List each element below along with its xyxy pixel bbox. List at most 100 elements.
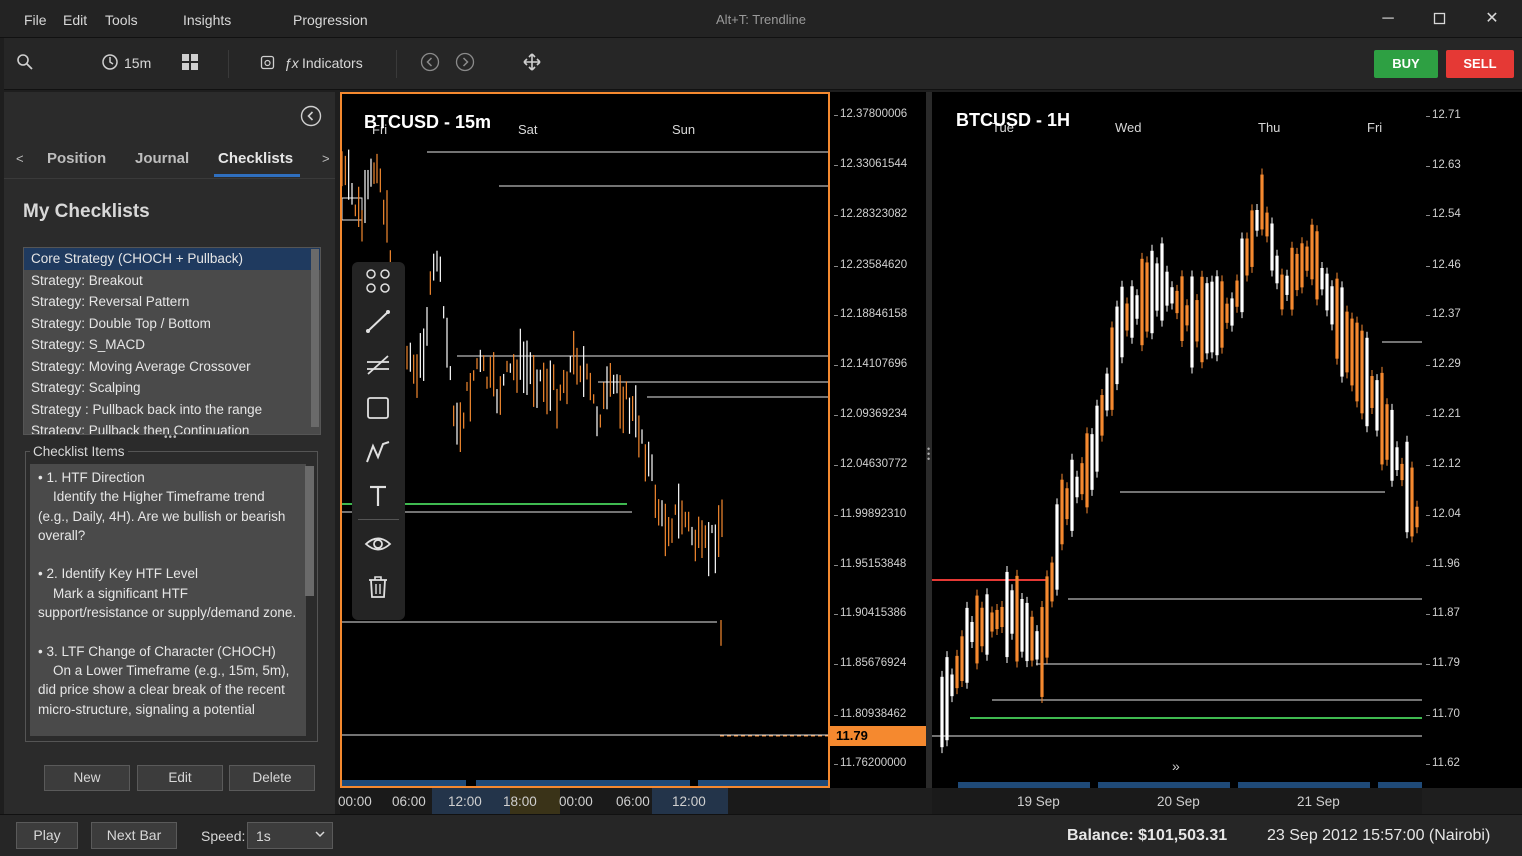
list-item[interactable]: Strategy: Double Top / Bottom (31, 315, 211, 331)
candle-body (1250, 210, 1254, 267)
text-tool-icon[interactable] (364, 482, 392, 510)
chart-btcusd-1h[interactable]: Tue Wed Thu Fri BTCUSD - 1H » (932, 92, 1422, 788)
list-item[interactable]: Strategy: Breakout (31, 272, 143, 288)
timeframe-selector[interactable]: 15m (124, 55, 152, 71)
parallel-lines-tool-icon[interactable] (364, 351, 392, 379)
play-button[interactable]: Play (16, 822, 78, 849)
candle-body (1355, 322, 1359, 402)
price-tick: 12.71 (1426, 109, 1461, 121)
time-tick: 00:00 (559, 794, 593, 809)
tab-journal[interactable]: Journal (135, 150, 190, 167)
speed-select[interactable]: 1s (247, 822, 333, 849)
list-item[interactable]: Strategy : Pullback back into the range (31, 401, 263, 417)
delete-checklist-button[interactable]: Delete (229, 765, 315, 791)
active-tab-indicator (214, 174, 300, 177)
next-bar-button[interactable]: Next Bar (91, 822, 177, 849)
rectangle-tool-icon[interactable] (364, 394, 392, 422)
checklists-list[interactable]: Core Strategy (CHOCH + Pullback) Strateg… (23, 247, 321, 435)
price-tick: 11.95153848 (833, 558, 907, 570)
candle-body (960, 636, 964, 682)
wave-tool-icon[interactable] (364, 438, 392, 466)
list-item[interactable]: Strategy: Pullback then Continuation (31, 423, 250, 435)
tab-checklists[interactable]: Checklists (218, 150, 294, 167)
sell-button[interactable]: SELL (1446, 50, 1514, 78)
menu-insights[interactable]: Insights (183, 12, 232, 28)
scroll-to-latest-icon[interactable]: » (1172, 758, 1180, 774)
candle-body (1130, 286, 1134, 338)
price-tick: 11.85676924 (833, 657, 907, 669)
close-icon[interactable]: ✕ (1485, 10, 1499, 27)
candle-body (1365, 337, 1369, 427)
candle-body (1350, 318, 1354, 386)
candle-body (1080, 463, 1084, 495)
candle-body (1265, 212, 1269, 237)
day-label: Sun (672, 122, 696, 137)
chart2-title: BTCUSD - 1H (956, 110, 1071, 130)
trash-icon[interactable] (364, 573, 392, 601)
tab-position[interactable]: Position (47, 150, 107, 167)
candle-body (1145, 262, 1149, 332)
checklist-items-text[interactable]: • 1. HTF Direction Identify the Higher T… (30, 464, 306, 736)
list-item[interactable]: Core Strategy (CHOCH + Pullback) (24, 248, 320, 270)
list-scrollbar[interactable] (311, 249, 319, 427)
indicator-template-icon[interactable] (260, 54, 276, 73)
candle-body (1005, 571, 1009, 658)
checklist-items-group: Checklist Items • 1. HTF Direction Ident… (25, 444, 318, 742)
chevron-down-icon (314, 828, 326, 843)
clock-icon[interactable] (101, 53, 119, 74)
fx-icon[interactable]: ƒx (284, 55, 299, 71)
menu-file[interactable]: File (24, 12, 47, 28)
chart2-time-axis[interactable]: 19 Sep 20 Sep 21 Sep (932, 788, 1422, 814)
candle-body (1115, 306, 1119, 385)
maximize-icon[interactable] (1428, 8, 1452, 30)
chart-splitter[interactable]: • • • (926, 92, 932, 788)
menu-progression[interactable]: Progression (293, 12, 368, 28)
candle-body (1170, 287, 1174, 304)
chart-btcusd-15m[interactable]: Fri Sat Sun BTCUSD - 15m (340, 92, 830, 788)
tab-scroll-left-icon[interactable]: < (16, 151, 24, 166)
checklists-heading: My Checklists (23, 201, 150, 222)
search-icon[interactable] (16, 53, 34, 74)
list-item[interactable]: Strategy: Moving Average Crossover (31, 358, 251, 374)
chart1-time-axis[interactable]: 00:00 06:00 12:00 18:00 00:00 06:00 12:0… (338, 788, 830, 814)
list-item[interactable]: Strategy: Scalping (31, 380, 141, 395)
patterns-tool-icon[interactable] (364, 267, 392, 295)
candle-body (1305, 246, 1309, 271)
layout-grid-icon[interactable] (181, 53, 199, 74)
candle-body (1280, 274, 1284, 310)
price-tick: 12.37 (1426, 308, 1461, 320)
redo-icon[interactable] (455, 52, 475, 75)
chart2-price-axis[interactable]: 12.71 12.63 12.54 12.46 12.37 12.29 12.2… (1422, 92, 1522, 788)
edit-checklist-button[interactable]: Edit (137, 765, 223, 791)
price-tick: 12.54 (1426, 208, 1461, 220)
buy-button[interactable]: BUY (1374, 50, 1438, 78)
indicators-button[interactable]: Indicators (302, 55, 363, 71)
menu-edit[interactable]: Edit (63, 12, 88, 28)
visibility-eye-icon[interactable] (364, 530, 392, 558)
candle-body (1395, 447, 1399, 471)
minimize-icon[interactable]: ─ (1382, 10, 1394, 27)
undo-icon[interactable] (420, 52, 440, 75)
move-cursor-icon[interactable] (522, 52, 542, 75)
list-item[interactable]: Strategy: S_MACD (31, 337, 146, 352)
candle-body (1040, 607, 1044, 697)
price-tick: 11.62 (1426, 757, 1460, 769)
candle-body (1405, 441, 1409, 533)
resize-handle-icon[interactable]: ••• (164, 432, 178, 443)
candle-body (1340, 287, 1344, 377)
price-tick: 12.04630772 (833, 458, 908, 470)
tab-scroll-right-icon[interactable]: > (322, 151, 330, 166)
candle-body (1155, 263, 1159, 311)
price-tick: 12.28323082 (833, 208, 908, 220)
new-checklist-button[interactable]: New (44, 765, 130, 791)
chart1-title: BTCUSD - 15m (364, 112, 492, 132)
trendline-tool-icon[interactable] (364, 308, 392, 336)
list-item[interactable]: Strategy: Reversal Pattern (31, 294, 190, 309)
items-scrollbar[interactable] (305, 466, 314, 596)
candle-body (1150, 250, 1154, 334)
menu-tools[interactable]: Tools (105, 12, 138, 28)
collapse-panel-icon[interactable] (300, 105, 322, 130)
chart1-price-axis[interactable]: 12.37800006 12.33061544 12.28323082 12.2… (830, 92, 926, 788)
candle-body (1125, 303, 1129, 331)
day-label: Fri (372, 122, 388, 137)
